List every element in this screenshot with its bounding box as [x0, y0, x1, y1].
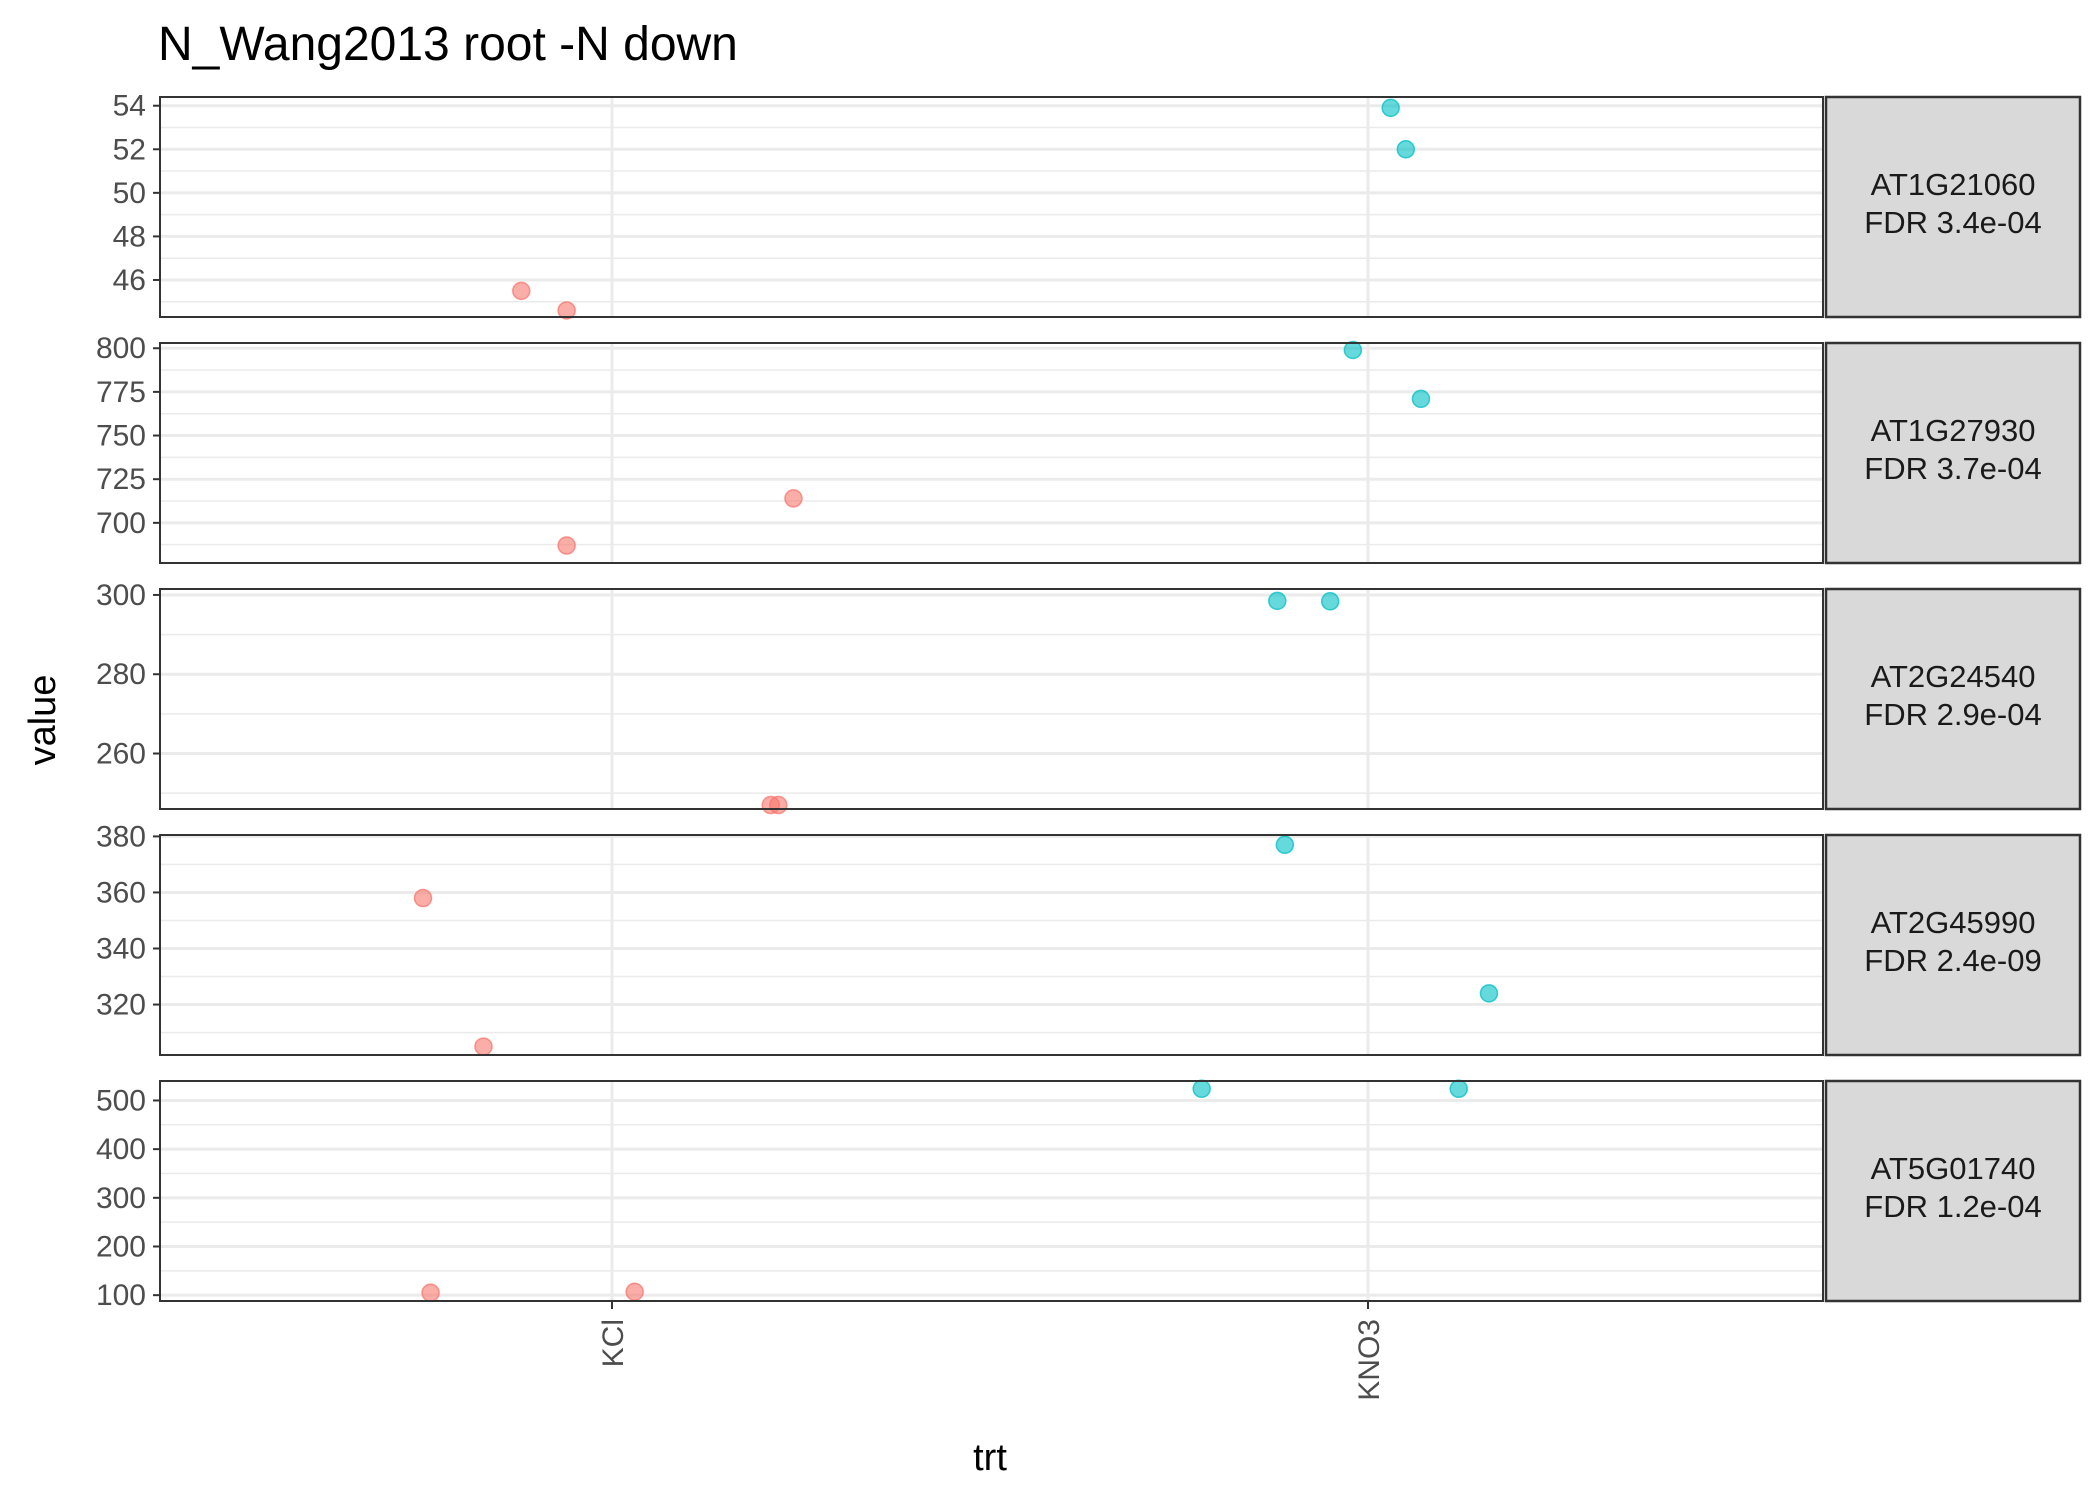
facet-strip-label: AT5G01740 FDR 1.2e-04 [1864, 1151, 2041, 1224]
panel-background [160, 589, 1823, 809]
data-point [769, 795, 788, 815]
data-point [1192, 1079, 1211, 1099]
data-point [474, 1037, 493, 1056]
y-tick-label: 300 [96, 579, 146, 612]
facet-strip [1824, 587, 2082, 811]
x-axis: KCl KNO3 [597, 1301, 1386, 1401]
data-point [557, 536, 576, 555]
facet-panel: 260 280 300 AT2G24540 FDR 2.9e-04 [96, 579, 2082, 815]
data-point [1343, 340, 1363, 360]
y-tick-label: 725 [96, 463, 146, 496]
data-point [1449, 1079, 1468, 1099]
y-tick-label: 300 [96, 1182, 146, 1215]
data-point [784, 489, 803, 508]
facet-strip [1824, 341, 2082, 565]
y-tick-label: 52 [113, 133, 146, 166]
facet-panel: 100 200 300 400 500 AT5G01740 FDR 1.2e-04 [96, 1079, 2082, 1312]
data-point [1411, 389, 1431, 409]
y-tick-label: 54 [113, 90, 146, 123]
panel-background [160, 1081, 1823, 1301]
y-tick-label: 320 [96, 989, 146, 1022]
y-tick-label: 360 [96, 876, 146, 909]
y-tick-label: 500 [96, 1084, 146, 1117]
data-point [421, 1283, 440, 1302]
panel-background [160, 97, 1823, 317]
y-tick-label: 700 [96, 507, 146, 540]
facet-strip [1824, 833, 2082, 1057]
data-point [1320, 592, 1340, 611]
data-point [1275, 835, 1295, 855]
facet-strip-label: AT1G27930 FDR 3.7e-04 [1864, 413, 2041, 486]
y-tick-label: 200 [96, 1230, 146, 1263]
facet-panel: 320 340 360 380 AT2G45990 FDR 2.4e-09 [96, 820, 2082, 1057]
data-point [1268, 591, 1287, 611]
y-tick-label: 46 [113, 264, 146, 297]
y-tick-label: 380 [96, 820, 146, 853]
y-tick-label: 340 [96, 933, 146, 966]
y-tick-label: 400 [96, 1133, 146, 1166]
panel-border [159, 834, 1824, 1056]
y-tick-label: 775 [96, 376, 146, 409]
panel-border [159, 588, 1824, 810]
data-point [413, 888, 433, 908]
panel-border [159, 96, 1824, 318]
y-tick-label: 750 [96, 420, 146, 453]
facet-panel: 700 725 750 775 800 AT1G27930 FDR 3.7e-04 [96, 332, 2082, 565]
y-tick-label: 100 [96, 1279, 146, 1312]
data-point [1479, 984, 1499, 1003]
facet-strip-label: AT1G21060 FDR 3.4e-04 [1864, 167, 2041, 240]
panel-background [160, 835, 1823, 1055]
panel-border [159, 1080, 1824, 1302]
y-tick-label: 280 [96, 658, 146, 691]
facet-strip-label: AT2G24540 FDR 2.9e-04 [1864, 659, 2041, 732]
facet-strip-label: AT2G45990 FDR 2.4e-09 [1864, 905, 2041, 978]
facet-strip [1824, 1079, 2082, 1303]
chart-title: N_Wang2013 root -N down [158, 18, 738, 71]
data-point [1396, 140, 1416, 159]
data-point [625, 1282, 644, 1302]
x-tick-label: KCl [597, 1319, 630, 1367]
panel-border [159, 342, 1824, 564]
data-point [557, 301, 576, 320]
facet-strip [1824, 95, 2082, 319]
y-tick-label: 260 [96, 738, 146, 771]
x-tick-label: KNO3 [1353, 1319, 1386, 1401]
y-tick-label: 50 [113, 177, 146, 210]
data-point [1381, 98, 1400, 118]
data-point [512, 281, 531, 301]
x-axis-title: trt [973, 1437, 1007, 1479]
panel-background [160, 343, 1823, 563]
facet-panel: 46 48 50 52 54 AT1G21060 FDR 3.4e-04 [113, 90, 2082, 320]
y-tick-label: 48 [113, 220, 146, 253]
y-tick-label: 800 [96, 332, 146, 365]
y-axis-title: value [22, 675, 64, 766]
